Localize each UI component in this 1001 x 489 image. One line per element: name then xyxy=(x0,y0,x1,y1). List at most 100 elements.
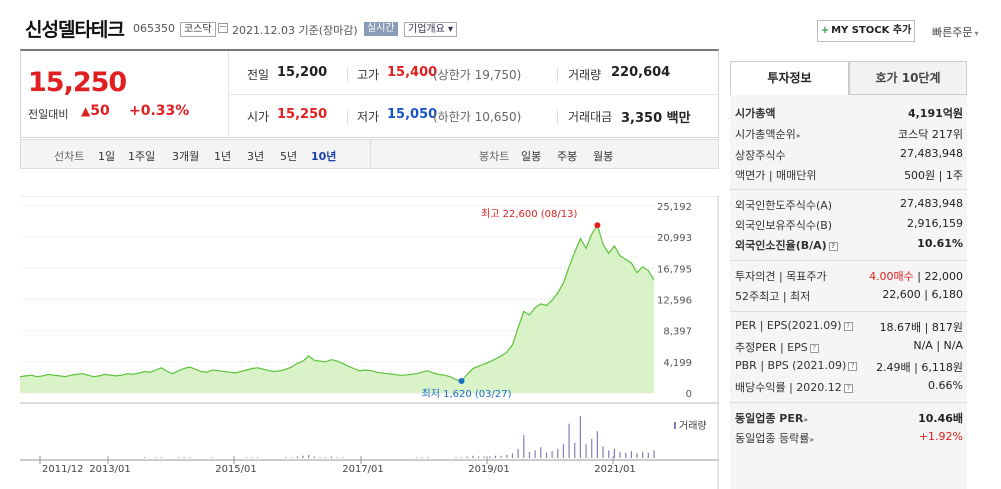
info-row: 시가총액 4,191억원 xyxy=(730,103,967,121)
volume-bar xyxy=(489,456,491,458)
volume-bar xyxy=(336,457,338,458)
help-icon[interactable]: ? xyxy=(828,241,838,251)
info-row: 투자의견 | 목표주가 4.00매수 | 22,000 xyxy=(730,266,967,284)
quick-order-dropdown[interactable]: 빠른주문 xyxy=(932,24,979,40)
price-line xyxy=(20,223,655,382)
volume-bar xyxy=(466,456,468,458)
realtime-button[interactable]: 실시간 xyxy=(364,22,398,36)
volume-bar xyxy=(257,457,259,458)
base-date: 2021.12.03 기준(장마감) xyxy=(232,24,358,37)
info-row: 시가총액순위▸ 코스닥 217위 xyxy=(730,124,967,142)
high-marker xyxy=(594,222,601,229)
info-row-label: 외국인한도주식수(A) xyxy=(735,199,833,212)
volume-bar xyxy=(308,454,310,458)
y-tick-label: 12,596 xyxy=(657,296,692,307)
low-label: 저가 xyxy=(357,110,380,124)
company-overview-dropdown[interactable]: 기업개요 ▾ xyxy=(404,22,457,37)
help-icon[interactable]: ? xyxy=(809,343,819,353)
low-marker xyxy=(458,377,465,384)
info-row-value: 2.49배 | 6,118원 xyxy=(876,361,963,374)
volume-label: 거래량 xyxy=(568,68,602,82)
info-row: PER | EPS(2021.09)? 18.67배 | 817원 xyxy=(730,317,967,335)
y-tick-label: 16,795 xyxy=(657,264,692,275)
volume-bar xyxy=(251,457,253,458)
chevron-right-icon[interactable]: ▸ xyxy=(810,435,815,444)
amount-label: 거래대금 xyxy=(568,110,613,124)
info-row: 동일업종 PER▸ 10.46배 xyxy=(730,408,967,426)
volume-bar xyxy=(630,451,632,458)
volume-bar xyxy=(143,457,146,458)
chevron-right-icon[interactable]: ▸ xyxy=(796,131,801,140)
company-name: 신성델타테크 xyxy=(25,19,125,41)
group-divider xyxy=(730,260,967,261)
period-1w[interactable]: 1주일 xyxy=(128,150,156,163)
volume-bar xyxy=(472,455,474,458)
chevron-right-icon[interactable]: ▸ xyxy=(804,415,809,424)
info-row: 동일업종 등락률▸ +1.92% xyxy=(730,428,967,446)
info-row-label: 52주최고 | 최저 xyxy=(735,290,811,303)
volume-bar xyxy=(647,452,649,458)
info-row-label: 시가총액순위▸ xyxy=(735,128,801,141)
volume-bar xyxy=(494,455,497,458)
add-my-stock-label: MY STOCK 추가 xyxy=(831,25,912,36)
group-divider xyxy=(730,402,967,403)
help-icon[interactable]: ? xyxy=(843,321,853,331)
volume-legend-icon xyxy=(674,422,676,429)
period-3m[interactable]: 3개월 xyxy=(172,150,200,163)
candle-monthly[interactable]: 월봉 xyxy=(593,150,614,163)
info-row-value: N/A | N/A xyxy=(913,339,963,352)
period-1y[interactable]: 1년 xyxy=(214,150,232,163)
period-1d[interactable]: 1일 xyxy=(98,150,116,163)
change-value: ▲50 xyxy=(81,103,110,119)
info-row: 외국인보유주식수(B) 2,916,159 xyxy=(730,215,967,233)
investment-opinion: 4.00매수 xyxy=(869,270,914,283)
info-row-label: 투자의견 | 목표주가 xyxy=(735,270,827,283)
info-row: 추정PER | EPS? N/A | N/A xyxy=(730,337,967,355)
y-tick-label: 20,993 xyxy=(657,233,692,244)
volume-bar xyxy=(313,456,315,458)
volume-bar xyxy=(602,446,604,458)
plus-icon: + xyxy=(820,25,830,36)
group-divider xyxy=(730,311,967,312)
x-tick-label: 2013/01 xyxy=(89,464,131,475)
price-chart: 25,192 20,993 16,795 12,596 8,397 4,199 0 최고 2… xyxy=(20,196,719,489)
volume-bar xyxy=(534,450,536,458)
x-tick-label: 2017/01 xyxy=(342,464,384,475)
amount-value: 3,350 백만 xyxy=(621,111,691,126)
tab-order-book[interactable]: 호가 10단계 xyxy=(849,61,967,95)
volume-bar xyxy=(183,457,185,458)
period-10y[interactable]: 10년 xyxy=(311,150,337,163)
current-price-box: 15,250 전일대비 ▲50 +0.33% xyxy=(21,51,229,138)
period-3y[interactable]: 3년 xyxy=(247,150,265,163)
volume-bar xyxy=(653,450,655,458)
volume-bars: 거래량 xyxy=(143,416,707,458)
candle-weekly[interactable]: 주봉 xyxy=(557,150,578,163)
volume-bar xyxy=(177,457,180,458)
info-row-label: 시가총액 xyxy=(735,107,776,120)
calendar-icon xyxy=(218,23,228,33)
volume-bar xyxy=(319,457,321,458)
lower-limit: (하한가 10,650) xyxy=(433,110,522,124)
tab-investment-info[interactable]: 투자정보 xyxy=(730,61,849,95)
volume-legend-label: 거래량 xyxy=(679,420,707,432)
info-row-label: 상장주식수 xyxy=(735,149,786,162)
volume-bar xyxy=(585,444,587,458)
info-row-value: 27,483,948 xyxy=(900,147,963,160)
help-icon[interactable]: ? xyxy=(848,361,858,371)
period-5y[interactable]: 5년 xyxy=(280,150,298,163)
volume-bar xyxy=(613,448,615,458)
volume-bar xyxy=(511,453,514,458)
info-row: 상장주식수 27,483,948 xyxy=(730,145,967,163)
volume-bar xyxy=(551,451,553,458)
info-row: 외국인한도주식수(A) 27,483,948 xyxy=(730,195,967,213)
candle-daily[interactable]: 일봉 xyxy=(521,150,542,163)
volume-bar xyxy=(517,448,519,458)
volume-bar xyxy=(557,448,559,458)
add-my-stock-button[interactable]: + MY STOCK 추가 xyxy=(817,20,915,42)
up-triangle-icon: ▲ xyxy=(81,104,91,118)
help-icon[interactable]: ? xyxy=(843,383,853,393)
price-summary: 15,250 전일대비 ▲50 +0.33% 전일 15,200 고가 15,4… xyxy=(20,49,719,138)
x-tick-label: 2021/01 xyxy=(594,464,636,475)
info-row-label: 액면가 | 매매단위 xyxy=(735,169,817,182)
volume-bar xyxy=(608,450,610,458)
